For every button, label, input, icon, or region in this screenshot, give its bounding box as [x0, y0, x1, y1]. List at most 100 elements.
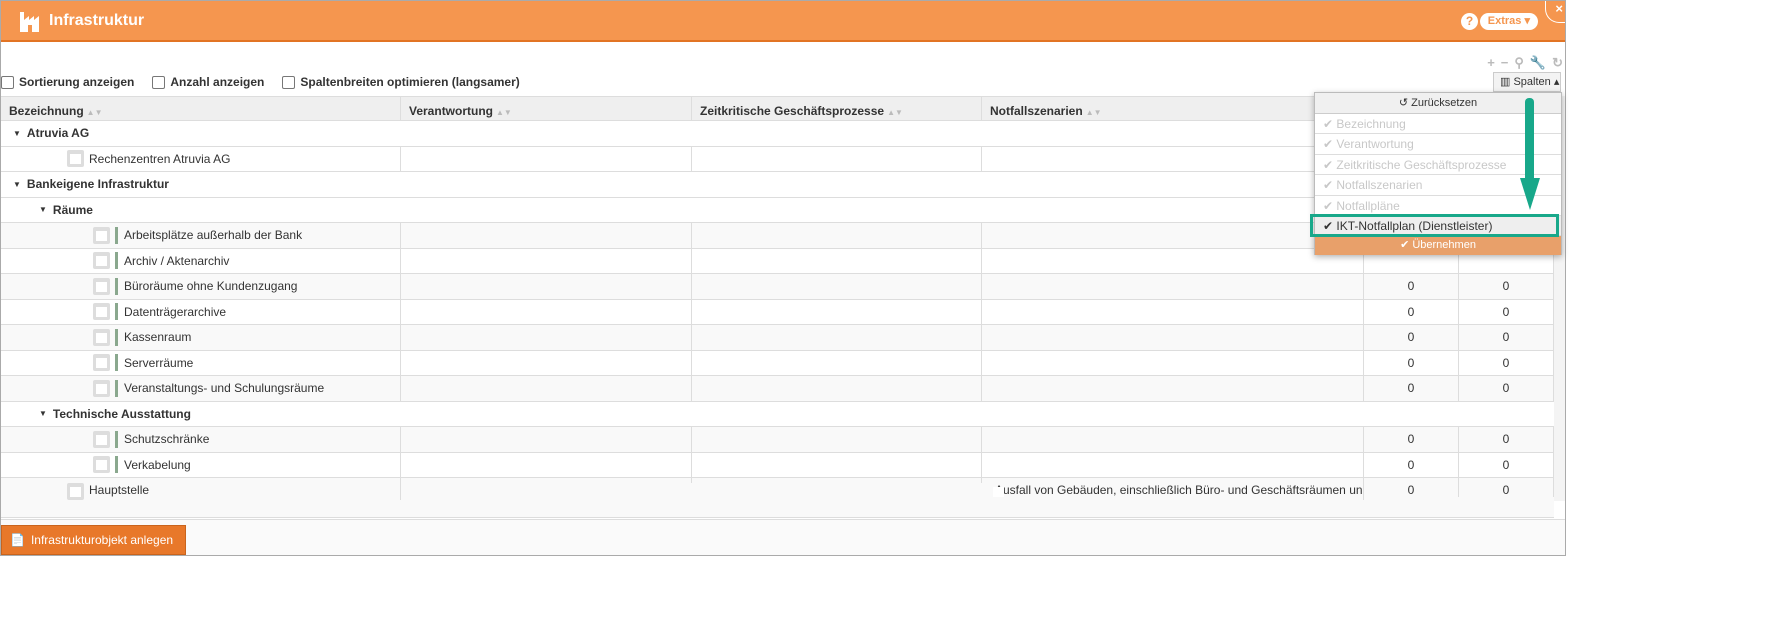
table-row[interactable]: Arbeitsplätze außerhalb der Bank [1, 223, 1554, 249]
status-bar [115, 226, 118, 244]
group-label: Technische Ausstattung [52, 406, 191, 421]
cell-verantwortung [401, 325, 692, 350]
factory-icon [93, 456, 110, 474]
caret-down-icon[interactable]: ▼ [13, 128, 21, 138]
group-label: Bankeigene Infrastruktur [26, 177, 169, 192]
cell-notfallszenarien [982, 376, 1364, 401]
minus-icon[interactable]: − [1500, 55, 1509, 70]
cell-count-5 [1364, 248, 1459, 273]
table-row[interactable]: Serverräume 0 0 [1, 350, 1554, 376]
cell-verantwortung [401, 427, 692, 452]
check-icon: ✔ [1323, 137, 1337, 152]
checkbox[interactable] [1, 75, 14, 89]
column-toggle-item[interactable]: ✔ Notfallszenarien [1315, 175, 1561, 196]
undo-icon: ↺ [1398, 97, 1412, 109]
cell-count-6: 0 [1459, 325, 1554, 350]
status-bar [115, 430, 118, 448]
extras-menu-button[interactable]: Extras ▾ [1479, 13, 1538, 30]
group-row[interactable]: ▼ Räume [1, 197, 1554, 223]
caret-down-icon[interactable]: ▼ [13, 179, 21, 189]
cell-geschaeftsprozesse [692, 248, 982, 273]
optimize-column-widths-checkbox[interactable]: Spaltenbreiten optimieren (langsamer) [282, 75, 520, 89]
check-icon: ✔ [1323, 157, 1337, 172]
close-button[interactable]: × [1545, 1, 1565, 23]
table-row[interactable]: Datenträgerarchive 0 0 [1, 299, 1554, 325]
cell-count-6: 0 [1459, 299, 1554, 324]
cell-count-5: 0 [1364, 452, 1459, 477]
column-header-verantwortung[interactable]: Verantwortung ▲▼ [401, 97, 692, 120]
column-header-geschaeftsprozesse[interactable]: Zeitkritische Geschäftsprozesse ▲▼ [692, 97, 982, 120]
table-row[interactable]: Verkabelung 0 0 [1, 452, 1554, 478]
checkbox[interactable] [152, 75, 166, 89]
row-label: Schutzschränke [124, 432, 210, 447]
wrench-icon[interactable]: 🔧 [1529, 55, 1547, 70]
group-row[interactable]: ▼ Bankeigene Infrastruktur [1, 172, 1554, 198]
column-toggle-item[interactable]: ✔ Verantwortung [1315, 134, 1561, 155]
status-bar [115, 379, 118, 397]
table-row[interactable]: Veranstaltungs- und Schulungsräume 0 0 [1, 376, 1554, 402]
create-infrastructure-object-button[interactable]: 📄 Infrastrukturobjekt anlegen [1, 525, 187, 555]
table-row[interactable]: Schutzschränke 0 0 [1, 427, 1554, 453]
cell-geschaeftsprozesse [692, 325, 982, 350]
cell-geschaeftsprozesse [692, 274, 982, 299]
table-row[interactable]: Archiv / Aktenarchiv [1, 248, 1554, 274]
column-toggle-item[interactable]: ✔ Bezeichnung [1315, 114, 1561, 135]
grid-header: Bezeichnung ▲▼ Verantwortung ▲▼ Zeitkritis… [1, 96, 1554, 121]
row-label: Serverräume [124, 355, 194, 370]
cell-geschaeftsprozesse [692, 478, 982, 483]
checkbox-label: Spaltenbreiten optimieren (langsamer) [300, 75, 520, 89]
check-icon: ✔ [1323, 218, 1337, 233]
column-toggle-item[interactable]: ✔ Zeitkritische Geschäftsprozesse [1315, 155, 1561, 176]
group-label: Atruvia AG [26, 126, 90, 141]
cell-notfallszenarien [982, 325, 1364, 350]
row-label: Hauptstelle [89, 483, 150, 497]
factory-icon [93, 379, 110, 397]
row-label: Veranstaltungs- und Schulungsräume [124, 381, 325, 396]
table-row[interactable]: Kassenraum 0 0 [1, 325, 1554, 351]
sort-icon: ▲▼ [496, 108, 512, 117]
columns-button[interactable]: ▥ Spalten ▴ [1493, 72, 1561, 92]
cell-verantwortung [401, 478, 692, 483]
search-icon[interactable]: ⚲ [1514, 55, 1524, 70]
cell-count-6: 0 [1459, 350, 1554, 375]
column-header-notfallszenarien[interactable]: Notfallszenarien ▲▼ [982, 97, 1364, 120]
row-label: Arbeitsplätze außerhalb der Bank [124, 228, 303, 243]
cell-geschaeftsprozesse [692, 452, 982, 477]
row-label: Kassenraum [124, 330, 192, 345]
cell-verantwortung [401, 350, 692, 375]
cell-verantwortung [401, 299, 692, 324]
column-header-bezeichnung[interactable]: Bezeichnung ▲▼ [1, 97, 401, 120]
cell-geschaeftsprozesse [692, 223, 982, 248]
cell-verantwortung [401, 376, 692, 401]
cell-notfallszenarien [982, 223, 1364, 248]
factory-icon [67, 150, 84, 168]
document-icon: 📄 [10, 533, 25, 547]
table-row[interactable]: Büroräume ohne Kundenzugang 0 0 [1, 274, 1554, 300]
columns-icon: ▥ [1500, 76, 1514, 88]
cell-notfallszenarien: Ausfall von Gebäuden, einschließlich Bür… [982, 478, 1364, 500]
caret-down-icon[interactable]: ▼ [39, 409, 47, 419]
vertical-scrollbar[interactable] [1554, 96, 1565, 501]
sort-icon: ▲▼ [86, 108, 103, 117]
checkbox[interactable] [282, 75, 296, 89]
show-sorting-checkbox[interactable]: Sortierung anzeigen [1, 75, 134, 89]
caret-down-icon[interactable]: ▼ [39, 205, 47, 215]
show-count-checkbox[interactable]: Anzahl anzeigen [152, 75, 264, 89]
cell-geschaeftsprozesse [692, 299, 982, 324]
refresh-icon[interactable]: ↻ [1552, 55, 1563, 70]
cell-count-6: 0 [1459, 478, 1554, 497]
group-row[interactable]: ▼ Technische Ausstattung [1, 401, 1554, 427]
columns-button-label: Spalten ▴ [1513, 76, 1560, 88]
cell-verantwortung [401, 274, 692, 299]
cell-notfallszenarien [982, 248, 1364, 273]
help-button[interactable]: ? [1461, 13, 1478, 30]
factory-icon [20, 11, 39, 32]
window-title: Infrastruktur [49, 11, 145, 29]
plus-icon[interactable]: + [1487, 55, 1495, 70]
apply-button[interactable]: ✔ Übernehmen [1315, 236, 1561, 256]
arrow-down-icon [1520, 98, 1540, 210]
checkbox-label: Anzahl anzeigen [170, 75, 265, 89]
table-row[interactable]: Hauptstelle Ausfall von Gebäuden, einsch… [1, 478, 1554, 518]
reset-columns-button[interactable]: ↺ Zurücksetzen [1315, 93, 1561, 114]
group-row[interactable]: ▼ Atruvia AG [1, 121, 1554, 147]
